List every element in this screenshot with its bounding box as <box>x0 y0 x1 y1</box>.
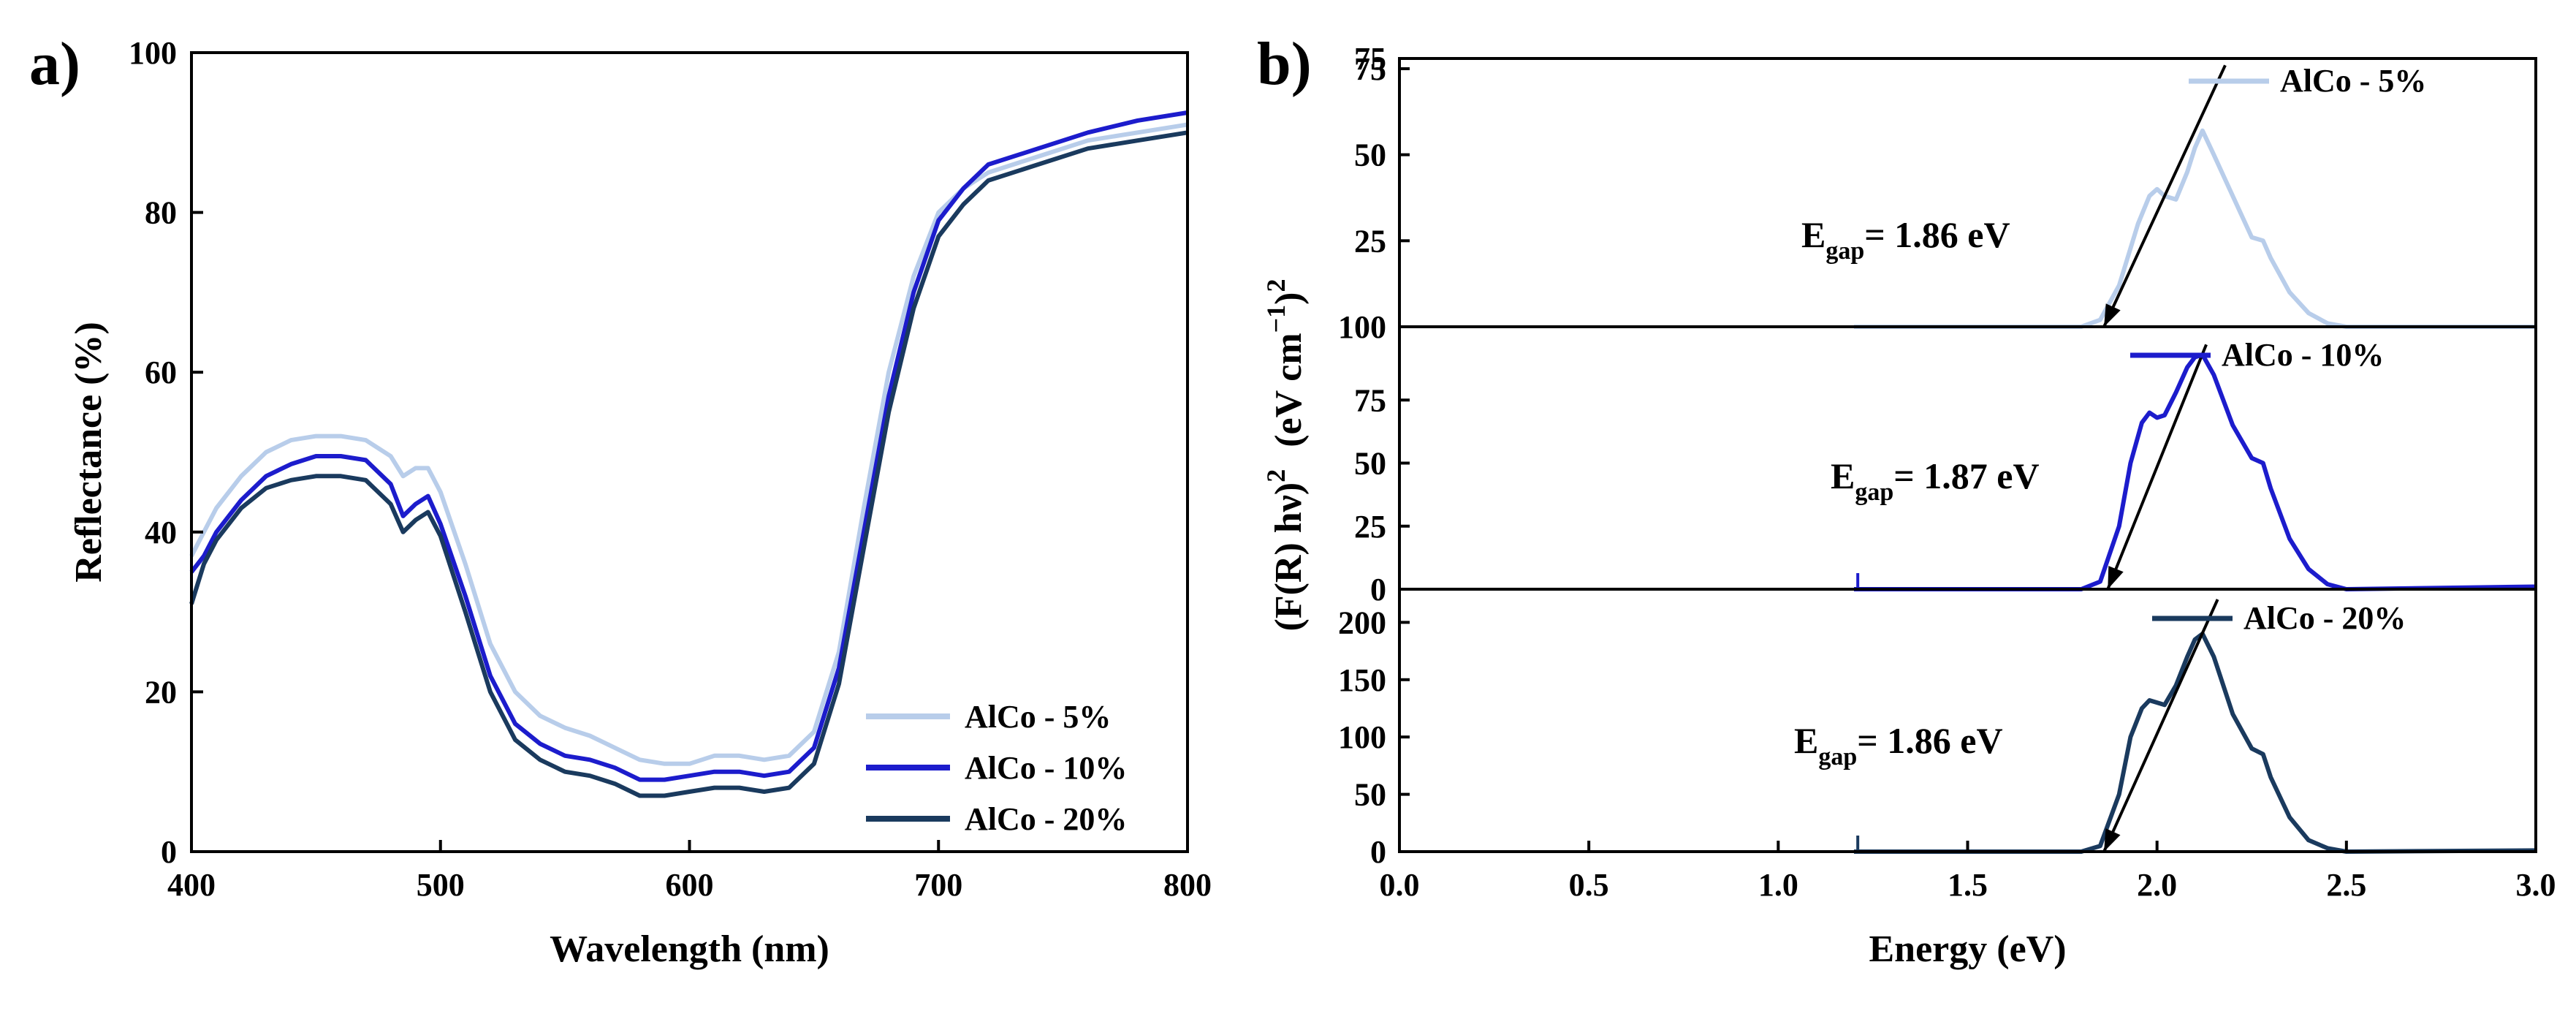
panel-b-subplot-1: 0 25 50 75 AlCo - 10% Egap= 1.87 eV <box>1354 325 2537 607</box>
panel-b-x-tick-label-0: 0.0 <box>1380 867 1420 903</box>
panel-b-x-tick-label-2: 1.0 <box>1758 867 1798 903</box>
panel-a-legend-label-1: AlCo - 10% <box>965 750 1127 786</box>
panel-b-x-tick-label-6: 3.0 <box>2516 867 2556 903</box>
panel-b-subplot-2-y-tick-label-1: 50 <box>1354 777 1386 813</box>
panel-a-label: a) <box>29 30 80 98</box>
panel-b-subplot-1-legend-label: AlCo - 10% <box>2222 337 2384 373</box>
panel-a-x-tick-label-4: 800 <box>1163 867 1212 903</box>
panel-b-subplot-0-series-line <box>1854 128 2536 329</box>
panel-b-subplot-2-tangent-line <box>2102 599 2219 852</box>
panel-b-subplot-2-egap-value: = 1.86 eV <box>1857 720 2002 761</box>
panel-b-subplot-2-egap-annotation: Egap= 1.86 eV <box>1794 720 2003 770</box>
panel-b-subplot-0-egap-letter: E <box>1801 214 1825 255</box>
panel-b-x-tick-label-5: 2.5 <box>2326 867 2366 903</box>
panel-b-subplot-0-legend-label: AlCo - 5% <box>2280 63 2426 99</box>
panel-b-subplot-1-y-tick-label-3: 75 <box>1354 382 1386 418</box>
panel-a-legend-label-2: AlCo - 20% <box>965 801 1127 837</box>
panel-b-label: b) <box>1257 30 1312 98</box>
panel-b-subplot-2-series-line <box>1854 632 2537 854</box>
panel-a-x-tick-label-0: 400 <box>167 867 216 903</box>
panel-b-subplot-2-y-tick-label-3: 150 <box>1338 662 1386 698</box>
panel-b-subplot-2-legend-label: AlCo - 20% <box>2243 600 2406 636</box>
panel-b-y-axis-title-close: ) <box>1268 292 1310 305</box>
panel-b-x-tick-label-4: 2.0 <box>2137 867 2177 903</box>
panel-a-y-axis-title: Reflectance (%) <box>68 322 110 583</box>
panel-b-y-axis-title: (F(R) hν)2(eV cm−1)2 <box>1261 279 1310 632</box>
panel-a-reflectance-chart: a) 400 500 600 700 800 0 20 40 60 80 100 AlCo - 5%… <box>29 30 1212 970</box>
panel-b-x-tick-label-3: 1.5 <box>1948 867 1988 903</box>
panel-a-series-line-1 <box>189 110 1188 782</box>
panel-b-subplot-0-y-tick-label-2: 75 <box>1354 51 1386 87</box>
panel-b-subplot-2-y-tick-label-4: 200 <box>1338 605 1386 640</box>
panel-b-subplot-1-tangent-arrowhead <box>2108 566 2124 589</box>
panel-b-subplot-1-egap-annotation: Egap= 1.87 eV <box>1831 455 2040 506</box>
panel-b-x-axis-title: Energy (eV) <box>1869 928 2066 970</box>
panel-b-subplot-0-tangent-line <box>2102 64 2227 327</box>
panel-b-subplot-1-y-tick-label-0: 0 <box>1370 572 1386 607</box>
panel-b-subplot-2-y-tick-label-0: 0 <box>1370 834 1386 870</box>
panel-a-y-tick-label-1: 20 <box>145 674 177 710</box>
panel-b-subplot-0-top-tick-label: 75 <box>1354 41 1386 77</box>
panel-b-subplot-1-tangent-line <box>2106 344 2208 590</box>
panel-b-x-tick-label-1: 0.5 <box>1569 867 1609 903</box>
panel-a-x-tick-label-1: 500 <box>417 867 465 903</box>
panel-a-y-tick-label-3: 60 <box>145 355 177 390</box>
panel-a-y-tick-label-5: 100 <box>129 35 177 71</box>
panel-b-y-axis-title-sup3: 2 <box>1261 279 1291 292</box>
panel-b-subplot-1-egap-letter: E <box>1831 455 1855 496</box>
panel-b-subplot-2-tangent-arrowhead <box>2104 828 2121 852</box>
panel-a-x-tick-label-2: 600 <box>666 867 714 903</box>
panel-b-subplot-1-egap-value: = 1.87 eV <box>1893 455 2039 496</box>
panel-b-subplot-0-bottom-tick-label: 100 <box>1338 309 1386 345</box>
panel-a-legend: AlCo - 5% AlCo - 10% AlCo - 20% <box>866 699 1127 837</box>
panel-a-y-tick-label-0: 0 <box>161 834 177 870</box>
panel-b-subplot-1-y-tick-label-2: 50 <box>1354 446 1386 482</box>
panel-b-y-axis-title-units: (eV cm <box>1268 333 1310 447</box>
panel-b-subplot-2-egap-letter: E <box>1794 720 1818 761</box>
panel-b-y-axis-title-main: (F(R) hν) <box>1268 482 1310 632</box>
panel-b-subplot-0-y-tick-label-1: 50 <box>1354 137 1386 173</box>
panel-b-y-axis-title-sup2: −1 <box>1261 305 1291 333</box>
panel-b-subplot-1-egap-subscript: gap <box>1855 479 1893 506</box>
panel-b-subplot-2-egap-subscript: gap <box>1818 743 1857 770</box>
panel-b-subplot-1-y-tick-label-1: 25 <box>1354 509 1386 545</box>
panel-b-x-axis: 0.0 0.5 1.0 1.5 2.0 2.5 3.0 <box>1380 841 2556 903</box>
panel-b-subplot-2-y-tick-label-2: 100 <box>1338 719 1386 755</box>
panel-a-y-tick-label-2: 40 <box>145 515 177 550</box>
panel-a-series-line-2 <box>189 130 1188 798</box>
panel-b-subplot-0-egap-annotation: Egap= 1.86 eV <box>1801 214 2010 265</box>
panel-b-subplot-0-tangent-arrowhead <box>2104 303 2121 327</box>
panel-b-y-axis-title-sup1: 2 <box>1261 469 1291 482</box>
panel-b-subplot-1-series-line <box>1854 352 2537 591</box>
panel-a-x-axis-title: Wavelength (nm) <box>550 928 829 970</box>
panel-a-x-tick-label-3: 700 <box>914 867 962 903</box>
panel-b-subplot-0-y-tick-label-0: 25 <box>1354 223 1386 259</box>
panel-b-subplot-0-egap-subscript: gap <box>1825 238 1864 265</box>
panel-a-series-line-0 <box>189 122 1188 766</box>
panel-b-subplot-0-egap-value: = 1.86 eV <box>1864 214 2010 255</box>
panel-a-y-tick-label-4: 80 <box>145 195 177 231</box>
panel-a-legend-label-0: AlCo - 5% <box>965 699 1111 735</box>
